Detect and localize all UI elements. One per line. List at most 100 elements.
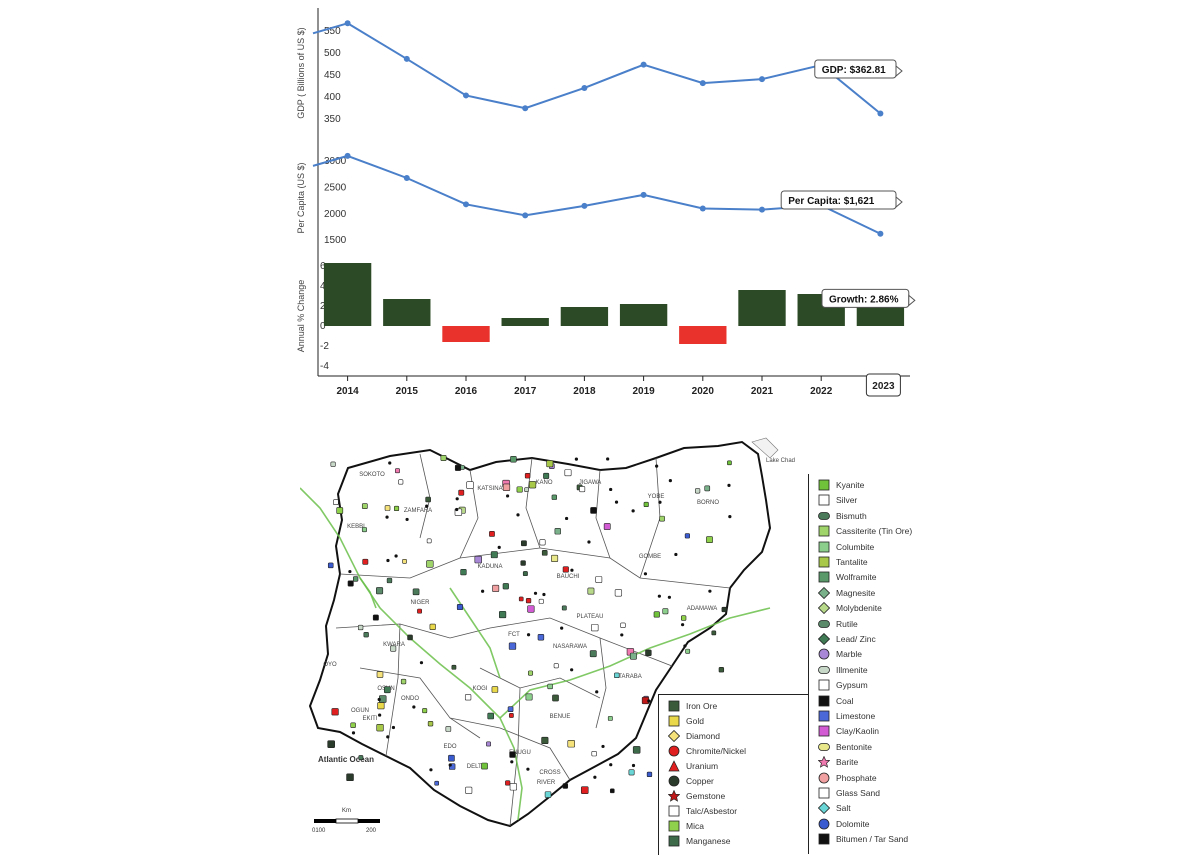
town-dot [377,697,381,702]
gold-icon [667,715,681,727]
data-point[interactable] [699,80,706,87]
scale-left-label: 0100 [312,828,326,834]
legend-label: Tantalite [836,557,868,567]
legend-label: Rutile [836,618,858,629]
bar[interactable] [738,290,786,326]
mineral-marker [518,596,524,602]
mineral-marker [595,576,603,583]
data-point[interactable] [877,110,884,117]
place-label: TARABA [618,674,642,680]
bar[interactable] [323,263,372,326]
place-label: GOMBE [639,554,661,560]
mineral-marker [434,780,439,786]
bar[interactable] [501,318,549,326]
mineral-marker [524,487,529,492]
mineral-marker [357,624,364,631]
legend-item: Tantalite [817,555,868,569]
data-point[interactable] [522,212,529,219]
legend-item: Gypsum [817,678,868,692]
phosphate-icon [817,772,831,784]
mineral-marker [629,652,637,660]
hover-year-box [865,373,901,397]
y-axis-title: Annual % Change [296,280,306,353]
legend-label: Barite [836,757,859,768]
place-label: DELTA [467,764,485,770]
bar[interactable] [619,304,668,326]
place-label: SOKOTO [359,472,385,478]
town-dot [593,775,597,779]
town-dot [348,569,352,574]
town-dot [657,594,661,598]
country-outline [308,440,772,828]
bar[interactable] [442,326,490,342]
y-tick-label: 2500 [324,182,347,193]
tooltip-pointer [895,195,903,209]
y-tick-label: 4 [320,281,326,292]
bar[interactable] [383,299,431,326]
mineral-marker [350,722,356,728]
town-dot [643,572,648,576]
data-point[interactable] [640,61,647,68]
mineral-marker [525,597,532,604]
mineral-marker [704,485,711,492]
mineral-marker [376,587,384,595]
legend-item: Bitumen / Tar Sand [817,832,908,846]
data-point[interactable] [759,206,765,213]
legend-label: Silver [836,495,858,506]
data-point[interactable] [581,202,588,209]
state-boundary [489,617,673,667]
tooltip-text: Per Capita: $1,621 [788,196,875,207]
legend-label: Gemstone [686,791,726,801]
mineral-marker [464,694,472,701]
town-dot [386,558,390,563]
y-tick-label: 1500 [324,235,347,246]
river-line [359,577,377,609]
legend-item: Diamond [667,729,720,743]
mineral-marker [346,773,354,782]
town-dot [631,763,636,768]
data-point[interactable] [522,105,529,112]
data-point[interactable] [877,230,884,237]
bitumen-icon [817,833,831,845]
legend-label: Cassiterite (Tin Ore) [836,526,913,537]
town-dot [667,595,671,599]
data-point[interactable] [403,175,410,181]
town-dot [506,494,510,498]
data-point[interactable] [581,84,588,91]
data-point[interactable] [403,55,410,62]
mineral-marker [425,496,431,503]
mineral-marker [465,786,473,794]
town-dot [526,633,531,637]
data-point[interactable] [699,205,706,212]
mineral-marker [393,505,400,512]
nigeria-mineral-map: SOKOTO KATSINA KANO JIGAWA YOBE BORNO ZAMFARA K… [300,437,795,828]
state-boundary [359,667,481,739]
x-tick-label: 2019 [632,386,655,397]
state-boundary [539,547,731,589]
hover-year-label: 2023 [872,381,895,392]
data-point[interactable] [463,92,469,99]
data-point[interactable] [640,191,647,198]
legend-label: Kyanite [836,480,865,490]
mineral-marker [466,481,474,489]
legend-label: Wolframite [836,572,877,583]
data-point[interactable] [344,20,351,27]
data-point[interactable] [463,201,469,208]
mineral-marker [591,751,597,757]
bentonite-icon [817,741,831,753]
y-tick-label: 400 [324,92,341,103]
chromite-nickel-icon [667,745,681,757]
bar[interactable] [560,307,609,326]
data-point[interactable] [759,76,765,83]
place-label: KEBBI [347,524,365,530]
bar-chart-growth: -4 -2 0 2 4 6 Annual % Change Growth: 2.86% [296,261,916,372]
mineral-marker [498,610,507,619]
data-point[interactable] [344,152,351,159]
place-label: OYO [323,662,337,668]
x-tick-label: 2015 [396,386,419,397]
legend-label: Limestone [836,711,876,721]
legend-label: Phosphate [836,772,877,783]
place-label: ZAMFARA [404,508,432,514]
bar[interactable] [679,326,727,344]
mineral-marker [718,667,725,673]
